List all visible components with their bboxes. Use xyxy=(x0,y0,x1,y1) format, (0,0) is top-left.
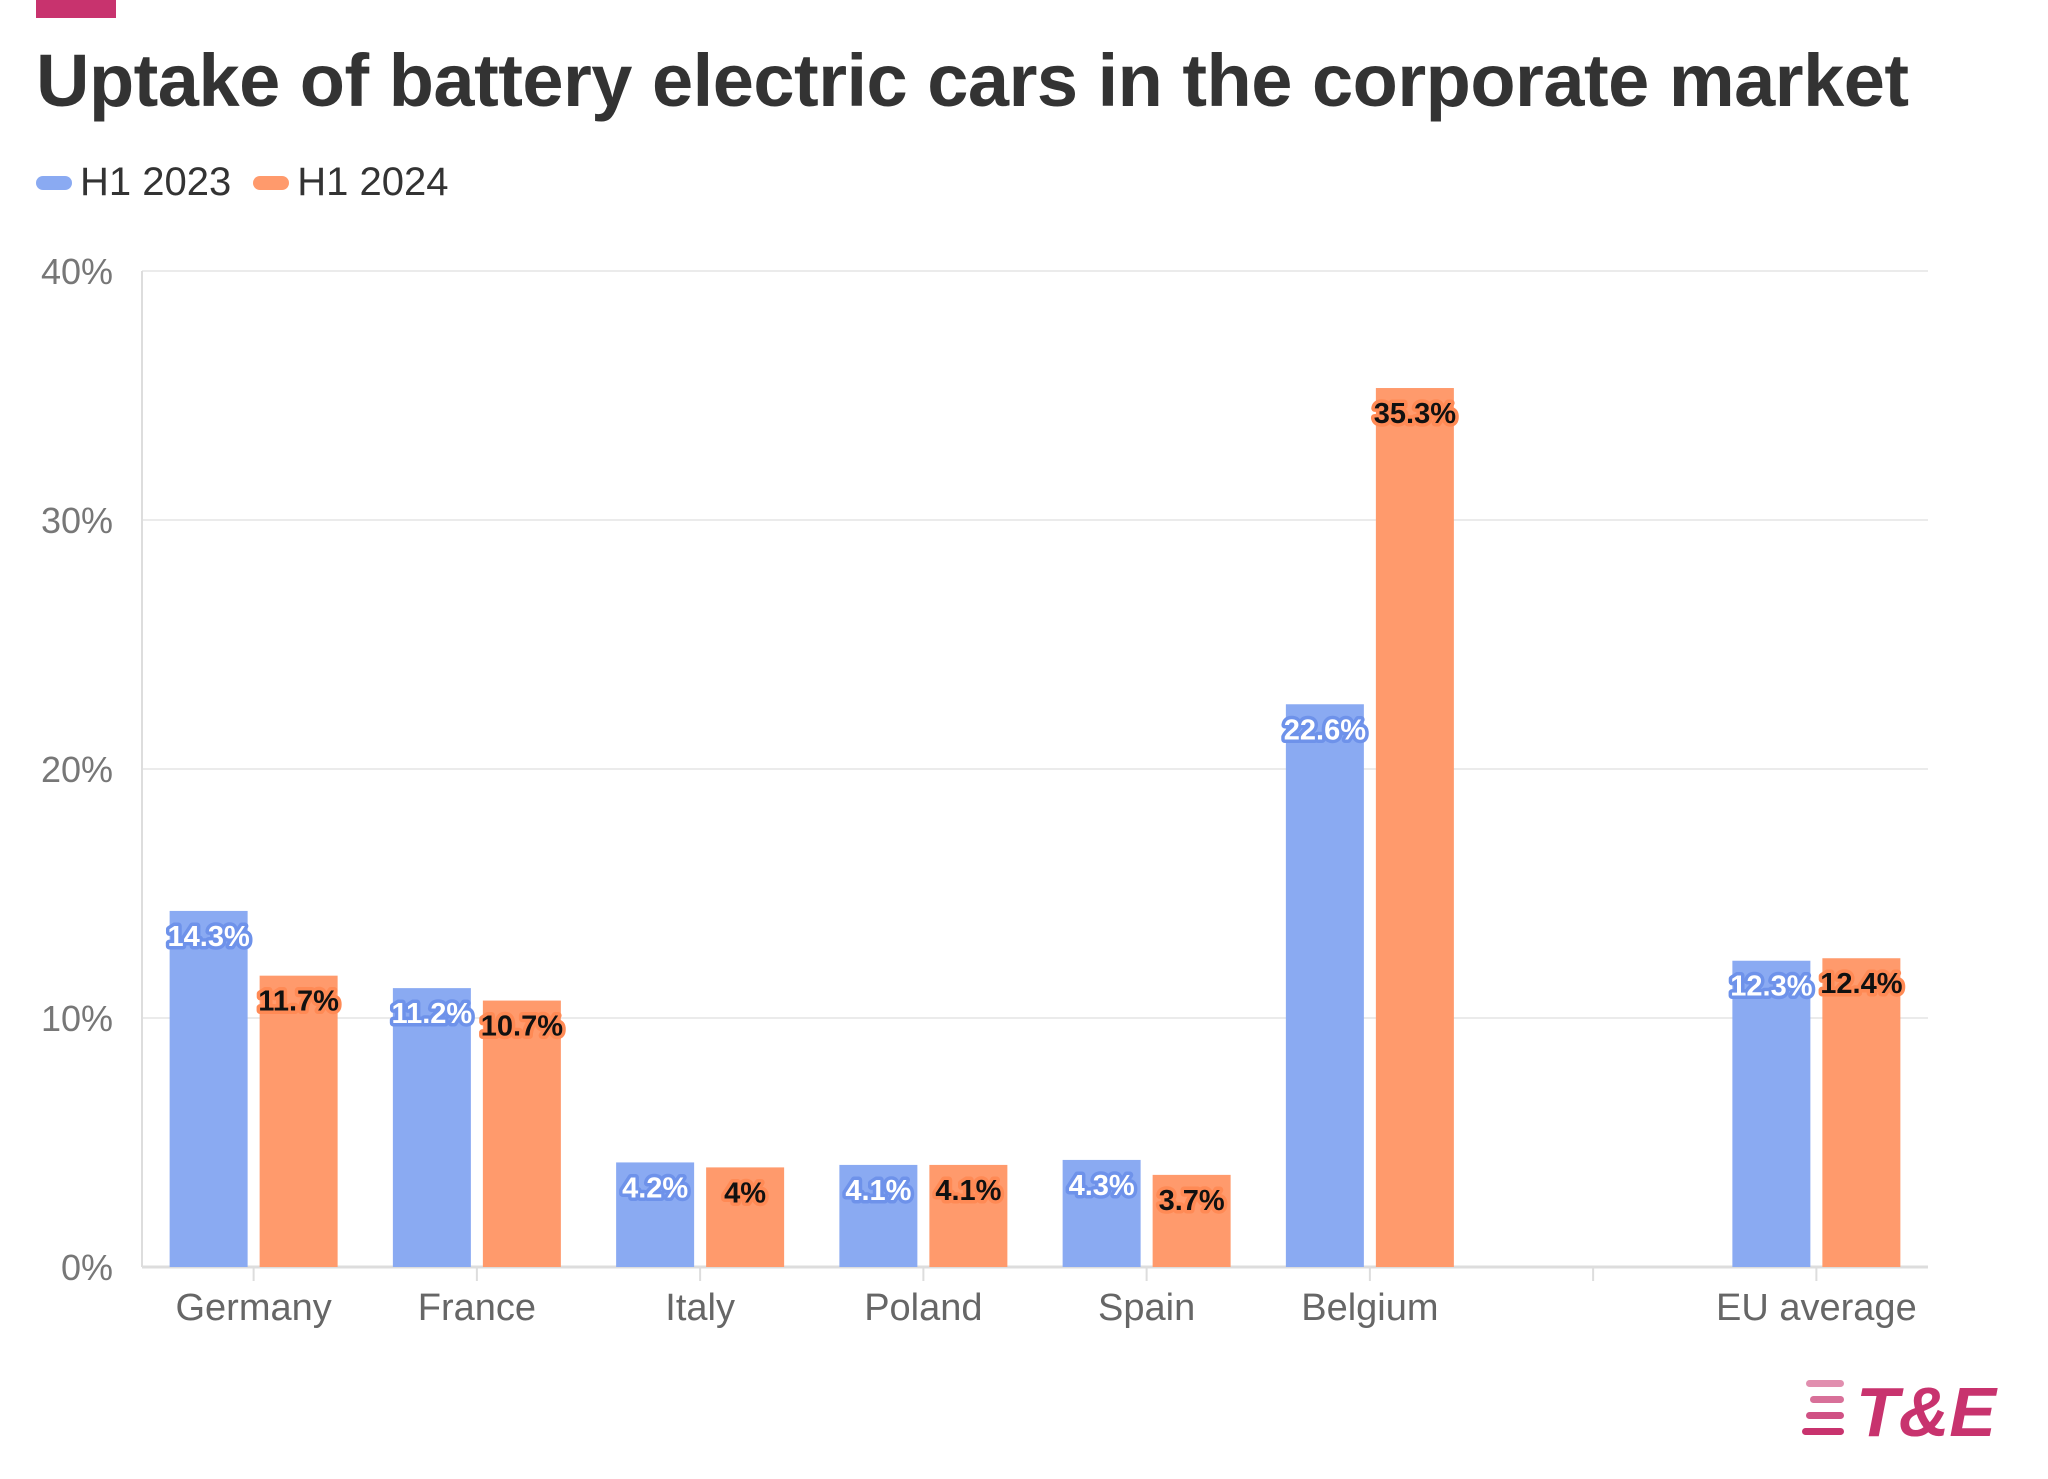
te-logo: T&E xyxy=(1802,1373,1998,1448)
y-tick-label: 20% xyxy=(41,749,113,790)
legend-swatch-2023 xyxy=(36,175,72,190)
x-tick-label: EU average xyxy=(1716,1287,1917,1329)
bar-2023 xyxy=(839,1164,918,1267)
logo-text: T&E xyxy=(1856,1373,1998,1448)
accent-bar xyxy=(36,0,116,18)
bar-2024 xyxy=(1152,1174,1231,1267)
data-label: 3.7% xyxy=(1159,1185,1225,1217)
x-tick-label: Poland xyxy=(864,1287,982,1329)
data-label: 4.3% xyxy=(1069,1170,1135,1202)
bar-2023 xyxy=(1285,704,1364,1267)
legend-label-2023: H1 2023 xyxy=(80,160,232,204)
chart-legend: H1 2023 H1 2024 xyxy=(36,160,470,205)
bar-2024 xyxy=(1822,958,1901,1267)
x-tick-label: Italy xyxy=(665,1287,735,1329)
x-tick-label: Spain xyxy=(1098,1287,1195,1329)
bar-2023 xyxy=(169,910,248,1267)
chart-title: Uptake of battery electric cars in the c… xyxy=(36,39,1909,122)
y-tick-label: 40% xyxy=(41,251,113,292)
x-tick-label: Belgium xyxy=(1301,1287,1438,1329)
legend-swatch-2024 xyxy=(253,175,290,190)
bar-2024 xyxy=(259,975,338,1267)
legend-label-2024: H1 2024 xyxy=(297,160,449,204)
data-label: 11.7% xyxy=(258,986,339,1018)
y-tick-label: 30% xyxy=(41,500,113,541)
data-label: 4.1% xyxy=(935,1175,1001,1207)
bar-2023 xyxy=(1732,960,1811,1267)
data-label: 12.3% xyxy=(1730,971,1812,1003)
data-label: 12.4% xyxy=(1820,968,1902,1000)
data-label: 22.6% xyxy=(1284,714,1366,746)
stripes-icon xyxy=(1802,1380,1844,1435)
y-tick-label: 0% xyxy=(61,1247,113,1288)
bar-2023 xyxy=(616,1162,695,1267)
data-label: 11.2% xyxy=(392,998,473,1030)
bar-2023 xyxy=(1062,1159,1141,1267)
x-tick-label: Germany xyxy=(175,1287,331,1329)
data-label: 4.1% xyxy=(845,1175,911,1207)
legend-item-2023[interactable]: H1 2023 xyxy=(36,160,231,205)
data-label: 4.2% xyxy=(622,1172,688,1204)
bar-2024 xyxy=(1375,388,1454,1267)
data-label: 10.7% xyxy=(481,1011,563,1043)
y-tick-label: 10% xyxy=(41,998,113,1039)
data-label: 14.3% xyxy=(168,921,250,953)
x-tick-label: France xyxy=(418,1287,536,1329)
bar-2023 xyxy=(392,988,471,1267)
legend-item-2024[interactable]: H1 2024 xyxy=(253,160,448,205)
bar-2024 xyxy=(482,1000,561,1267)
data-label: 4% xyxy=(724,1177,766,1209)
bar-2024 xyxy=(929,1164,1008,1267)
bar-2024 xyxy=(706,1167,785,1267)
data-label: 35.3% xyxy=(1374,398,1456,430)
